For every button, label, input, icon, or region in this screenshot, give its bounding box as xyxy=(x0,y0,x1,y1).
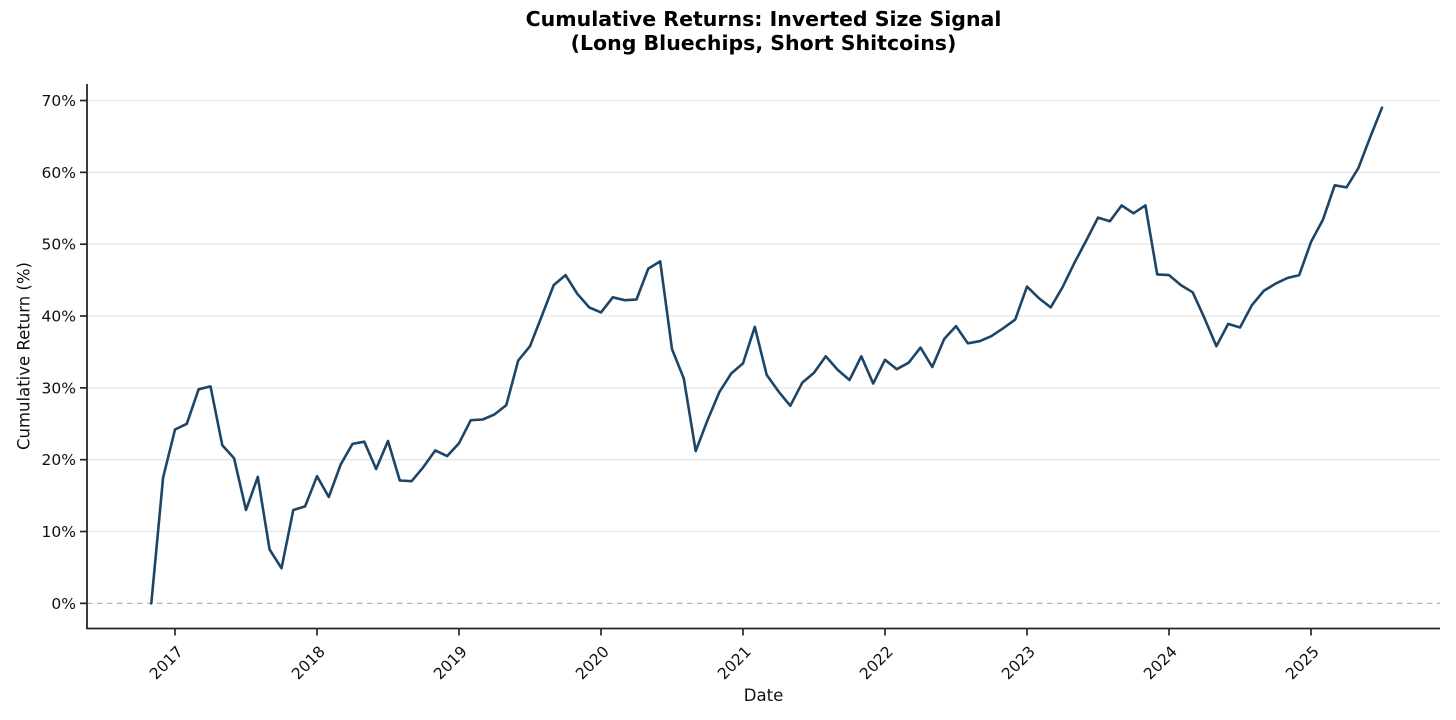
x-tick-label: 2018 xyxy=(288,643,329,684)
y-tick-label: 40% xyxy=(42,308,76,326)
x-tick-label: 2017 xyxy=(146,643,187,684)
x-tick-label: 2025 xyxy=(1282,643,1323,684)
x-tick-label: 2024 xyxy=(1140,643,1181,684)
chart-title-line1: Cumulative Returns: Inverted Size Signal xyxy=(525,7,1002,31)
x-tick-label: 2020 xyxy=(572,643,613,684)
y-tick-label: 50% xyxy=(42,236,76,254)
y-tick-label: 10% xyxy=(42,523,76,541)
chart-title-line2: (Long Bluechips, Short Shitcoins) xyxy=(570,30,957,55)
x-tick-label: 2021 xyxy=(714,643,755,684)
y-tick-label: 70% xyxy=(42,92,76,110)
y-tick-label: 0% xyxy=(51,595,76,613)
x-tick-label: 2019 xyxy=(430,643,471,684)
x-tick-label: 2023 xyxy=(998,643,1039,684)
chart-title: Cumulative Returns: Inverted Size Signal… xyxy=(87,7,1440,55)
x-axis-title: Date xyxy=(743,686,784,705)
y-tick-label: 30% xyxy=(42,379,76,397)
y-tick-label: 20% xyxy=(42,451,76,469)
y-axis-title: Cumulative Return (%) xyxy=(14,262,34,450)
y-tick-label: 60% xyxy=(42,164,76,182)
series-line xyxy=(150,106,1384,605)
x-tick-label: 2022 xyxy=(856,643,897,684)
